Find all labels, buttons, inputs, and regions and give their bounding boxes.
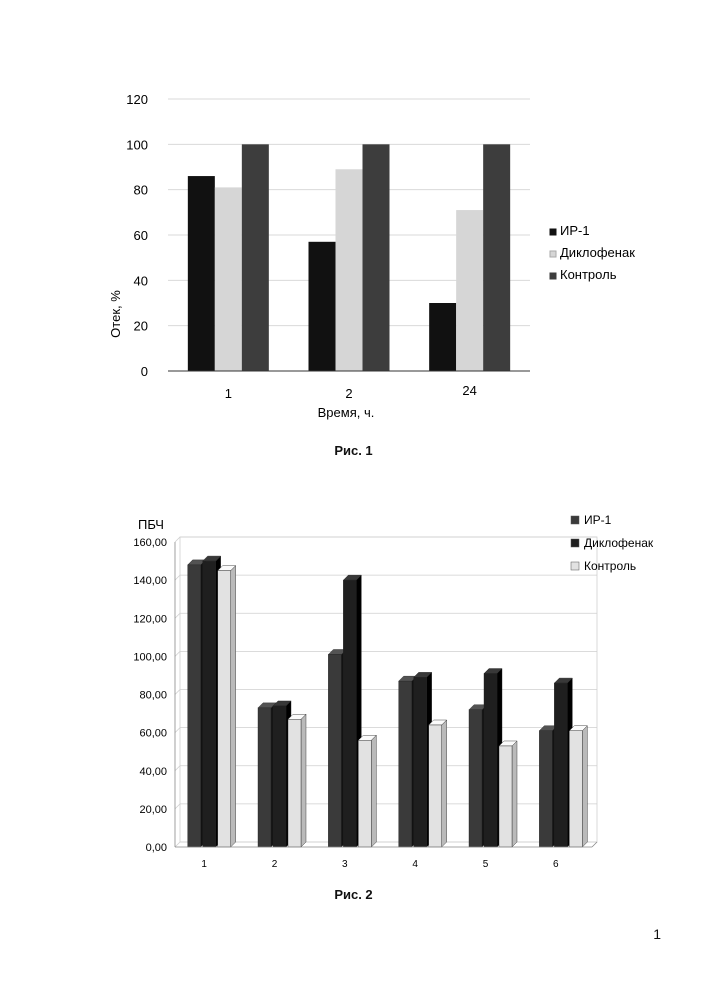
- figure-2-bar-chart: 0,00 20,00 40,00 60,00 80,00 100,00 120,00 140,…: [0, 505, 707, 885]
- y-tick-label: 80,00: [139, 690, 167, 702]
- figure-1-bar-chart: 0 20 40 60 80 100 120 1 2 24 Отек, % Время, ч. ИР…: [0, 80, 707, 440]
- legend-label: Контроль: [560, 267, 617, 282]
- bar-front: [429, 725, 442, 847]
- gridline-side: [175, 575, 180, 580]
- y-axis-label: ПБЧ: [138, 517, 164, 532]
- y-tick-label: 120: [126, 92, 148, 107]
- figure-1-caption: Рис. 1: [0, 443, 707, 458]
- y-tick-label: 20,00: [139, 804, 167, 816]
- bar-front: [469, 710, 482, 847]
- x-tick-label: 1: [201, 859, 207, 870]
- legend-label: Диклофенак: [584, 536, 654, 550]
- y-tick-label: 100: [126, 137, 148, 152]
- x-tick-label: 24: [462, 383, 476, 398]
- legend-swatch: [550, 229, 556, 235]
- bar-Контроль-24: [483, 144, 510, 371]
- floor-edge: [592, 842, 597, 847]
- gridline-side: [175, 804, 180, 809]
- gridline-side: [175, 651, 180, 656]
- y-tick-label: 20: [134, 319, 148, 334]
- legend-swatch: [571, 539, 579, 547]
- legend-swatch: [571, 562, 579, 570]
- y-tick-label: 140,00: [133, 575, 167, 587]
- bar-front: [203, 561, 216, 847]
- x-tick-label: 6: [553, 859, 559, 870]
- legend-label: Контроль: [584, 559, 636, 573]
- y-tick-label: 0: [141, 364, 148, 379]
- legend-swatch: [571, 516, 579, 524]
- legend: ИР-1 Диклофенак Контроль: [550, 223, 635, 282]
- bar-side: [512, 741, 517, 847]
- bar-Контроль-1: [242, 144, 269, 371]
- gridline-side: [175, 728, 180, 733]
- x-tick-label: 1: [225, 386, 232, 401]
- legend: ИР-1 Диклофенак Контроль: [571, 513, 654, 573]
- bar-front: [484, 674, 497, 847]
- bar-front: [414, 677, 427, 847]
- legend-label: ИР-1: [560, 223, 590, 238]
- bar-ИР-1-2: [309, 242, 336, 371]
- page-number: 1: [653, 926, 661, 942]
- y-tick-label: 60: [134, 228, 148, 243]
- bar-front: [399, 681, 412, 847]
- bar-side: [582, 726, 587, 847]
- bar-ИР-1-1: [188, 176, 215, 371]
- legend-swatch: [550, 273, 556, 279]
- bar-front: [358, 740, 371, 847]
- y-axis-label: Отек, %: [108, 290, 123, 338]
- bar-front: [343, 580, 356, 847]
- y-tick-label: 0,00: [146, 842, 167, 854]
- bar-Контроль-3: [358, 735, 376, 847]
- y-tick-label: 120,00: [133, 613, 167, 625]
- bar-Контроль-4: [429, 720, 447, 847]
- y-tick-label: 160,00: [133, 537, 167, 549]
- y-tick-label: 80: [134, 183, 148, 198]
- bar-front: [539, 731, 552, 847]
- legend-label: Диклофенак: [560, 245, 635, 260]
- bar-front: [218, 571, 231, 847]
- x-tick-label: 2: [345, 386, 352, 401]
- x-tick-label: 2: [272, 859, 278, 870]
- gridline-side: [175, 613, 180, 618]
- bar-Контроль-5: [499, 741, 517, 847]
- legend-label: ИР-1: [584, 513, 612, 527]
- x-tick-label: 3: [342, 859, 348, 870]
- grid: [175, 537, 597, 847]
- x-tick-label: 5: [483, 859, 489, 870]
- bar-front: [554, 683, 567, 847]
- gridline-side: [175, 766, 180, 771]
- gridline-side: [175, 690, 180, 695]
- bar-front: [328, 654, 341, 847]
- bar-ИР-1-24: [429, 303, 456, 371]
- bar-Диклофенак-1: [215, 187, 242, 371]
- bars: [188, 144, 510, 371]
- gridline-side: [175, 842, 180, 847]
- bar-Диклофенак-2: [336, 169, 363, 371]
- bar-front: [569, 731, 582, 847]
- bar-side: [231, 566, 236, 847]
- bar-Контроль-2: [363, 144, 390, 371]
- gridline-side: [175, 537, 180, 542]
- bar-front: [499, 746, 512, 847]
- bar-front: [188, 565, 201, 847]
- y-tick-label: 100,00: [133, 651, 167, 663]
- bar-front: [288, 719, 301, 847]
- bar-Контроль-1: [218, 566, 236, 847]
- y-tick-label: 40,00: [139, 766, 167, 778]
- y-tick-label: 60,00: [139, 728, 167, 740]
- bar-Контроль-6: [569, 726, 587, 847]
- legend-swatch: [550, 251, 556, 257]
- bar-Диклофенак-24: [456, 210, 483, 371]
- bar-front: [273, 706, 286, 847]
- bar-side: [442, 720, 447, 847]
- bar-Контроль-2: [288, 714, 306, 847]
- bar-side: [301, 714, 306, 847]
- bar-front: [258, 708, 271, 847]
- bar-side: [371, 735, 376, 847]
- x-axis-label: Время, ч.: [318, 405, 375, 420]
- y-tick-label: 40: [134, 273, 148, 288]
- figure-2-caption: Рис. 2: [0, 887, 707, 902]
- x-tick-label: 4: [412, 859, 418, 870]
